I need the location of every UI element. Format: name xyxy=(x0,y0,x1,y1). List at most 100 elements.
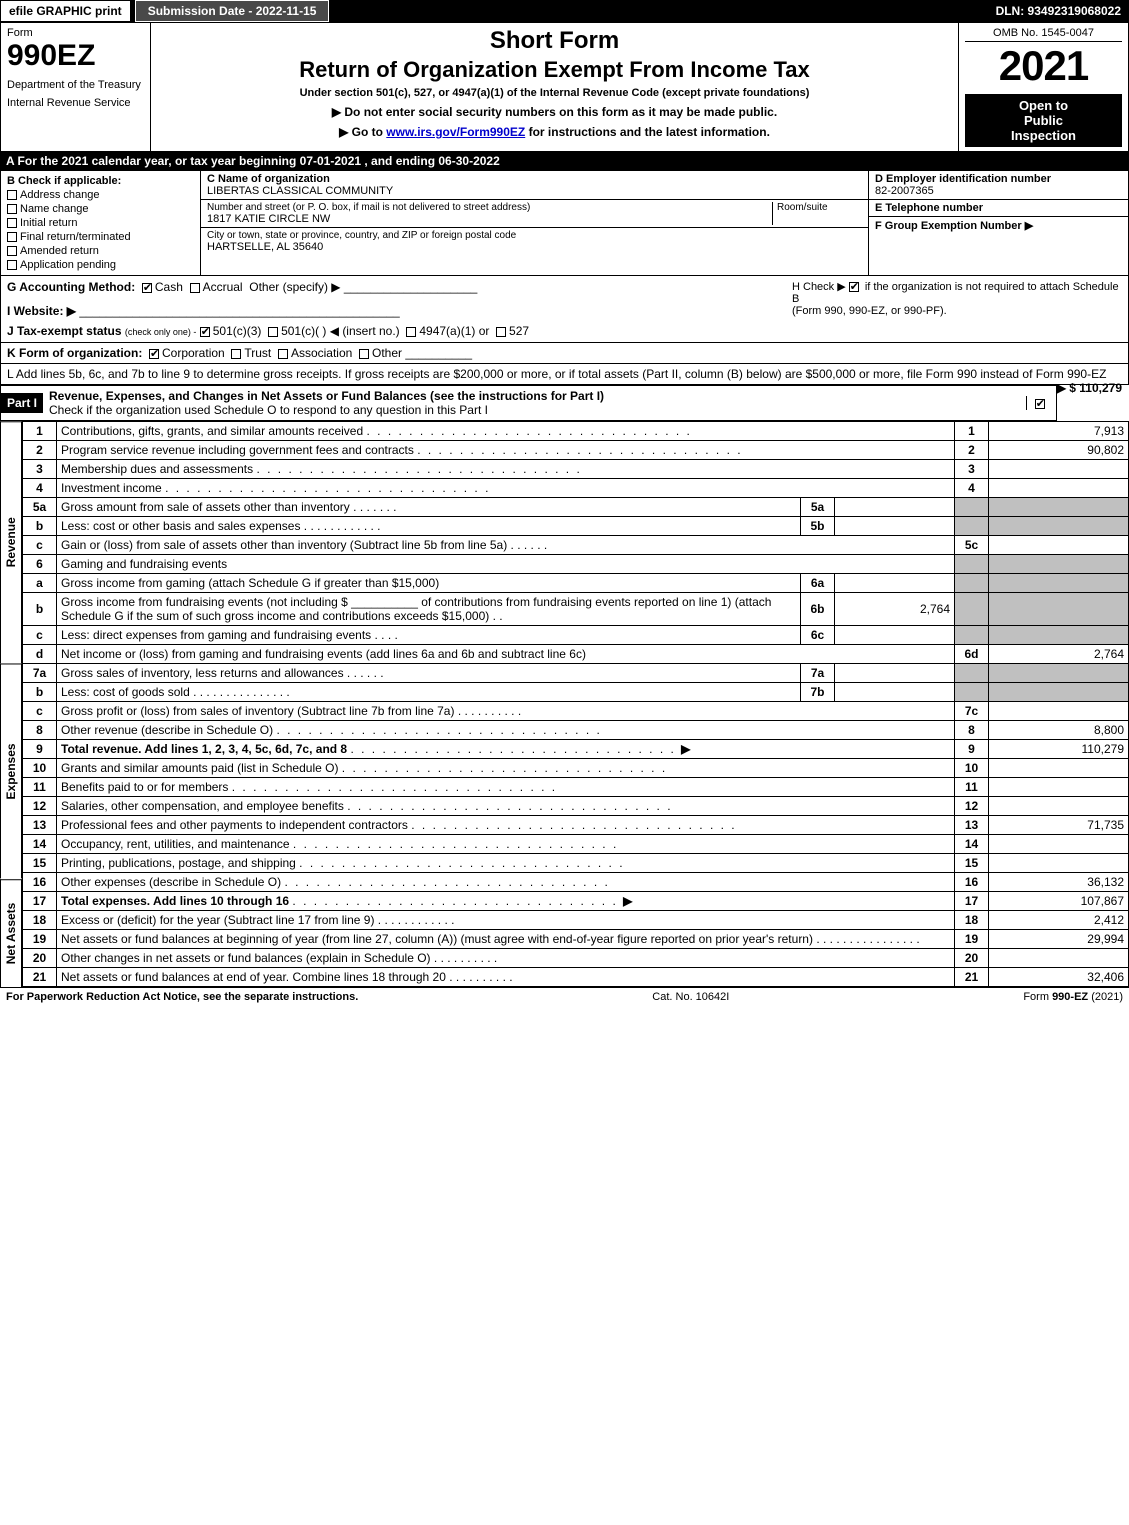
sec-h-pre: H Check ▶ xyxy=(792,281,846,293)
cb-amended-return[interactable] xyxy=(7,246,17,256)
opt-amended-return: Amended return xyxy=(20,245,99,257)
cb-initial-return[interactable] xyxy=(7,218,17,228)
line-14: 14Occupancy, rent, utilities, and mainte… xyxy=(23,835,1129,854)
sec-c-label: C Name of organization xyxy=(207,173,862,185)
line-7a: 7aGross sales of inventory, less returns… xyxy=(23,664,1129,683)
line-15: 15Printing, publications, postage, and s… xyxy=(23,854,1129,873)
opt-corporation: Corporation xyxy=(162,346,225,360)
cb-cash[interactable] xyxy=(142,283,152,293)
cb-name-change[interactable] xyxy=(7,204,17,214)
footer-form: Form 990-EZ (2021) xyxy=(1023,991,1123,1003)
line-6: 6Gaming and fundraising events xyxy=(23,555,1129,574)
street-value: 1817 KATIE CIRCLE NW xyxy=(207,213,772,225)
line-8: 8Other revenue (describe in Schedule O) … xyxy=(23,721,1129,740)
irs-link[interactable]: www.irs.gov/Form990EZ xyxy=(386,125,525,139)
org-name: LIBERTAS CLASSICAL COMMUNITY xyxy=(207,185,862,197)
cb-association[interactable] xyxy=(278,349,288,359)
form-subtitle: Under section 501(c), 527, or 4947(a)(1)… xyxy=(157,87,952,99)
top-bar: efile GRAPHIC print Submission Date - 20… xyxy=(0,0,1129,22)
cb-schedule-o-part1[interactable] xyxy=(1035,399,1045,409)
line-17: 17Total expenses. Add lines 10 through 1… xyxy=(23,892,1129,911)
ein-value: 82-2007365 xyxy=(875,185,934,197)
vtab-column: Revenue Expenses Net Assets xyxy=(0,421,22,987)
sec-l-amount: ▶ $ 110,279 xyxy=(1057,381,1122,395)
tax-year: 2021 xyxy=(965,42,1122,90)
sec-d-label: D Employer identification number xyxy=(875,173,1051,185)
sec-j-sub: (check only one) - xyxy=(125,327,197,337)
section-k: K Form of organization: Corporation Trus… xyxy=(0,343,1129,364)
cb-corporation[interactable] xyxy=(149,349,159,359)
part1-check-line: Check if the organization used Schedule … xyxy=(49,403,488,417)
instr-pre: ▶ Go to xyxy=(339,125,386,139)
open-to-public: Open to Public Inspection xyxy=(965,94,1122,147)
vtab-net-assets: Net Assets xyxy=(0,879,22,987)
cb-trust[interactable] xyxy=(231,349,241,359)
cb-final-return[interactable] xyxy=(7,232,17,242)
line-16: 16Other expenses (describe in Schedule O… xyxy=(23,873,1129,892)
opt-other-specify: Other (specify) ▶ xyxy=(249,280,340,294)
opt-cash: Cash xyxy=(155,280,183,294)
section-def: D Employer identification number 82-2007… xyxy=(868,171,1128,275)
cb-schedule-b[interactable] xyxy=(849,282,859,292)
city-label: City or town, state or province, country… xyxy=(207,230,862,241)
cb-527[interactable] xyxy=(496,327,506,337)
line-5b: bLess: cost or other basis and sales exp… xyxy=(23,517,1129,536)
line-6d: dNet income or (loss) from gaming and fu… xyxy=(23,645,1129,664)
opt-initial-return: Initial return xyxy=(20,217,77,229)
line-5c: cGain or (loss) from sale of assets othe… xyxy=(23,536,1129,555)
cb-accrual[interactable] xyxy=(190,283,200,293)
org-info: B Check if applicable: Address change Na… xyxy=(0,170,1129,276)
form-header: Form 990EZ Department of the Treasury In… xyxy=(0,22,1129,152)
part1-header: Part I Revenue, Expenses, and Changes in… xyxy=(0,385,1057,421)
cb-other-org[interactable] xyxy=(359,349,369,359)
lines-grid: Revenue Expenses Net Assets 1Contributio… xyxy=(0,421,1129,987)
line-4: 4Investment income 4 xyxy=(23,479,1129,498)
opt-address-change: Address change xyxy=(20,189,100,201)
room-label: Room/suite xyxy=(777,202,862,213)
line-10: 10Grants and similar amounts paid (list … xyxy=(23,759,1129,778)
opt-501c3: 501(c)(3) xyxy=(213,324,262,338)
cb-application-pending[interactable] xyxy=(7,260,17,270)
submission-date: Submission Date - 2022-11-15 xyxy=(135,0,330,22)
opt-application-pending: Application pending xyxy=(20,259,116,271)
opt-trust: Trust xyxy=(244,346,271,360)
street-label: Number and street (or P. O. box, if mail… xyxy=(207,202,772,213)
instr-link-line: ▶ Go to www.irs.gov/Form990EZ for instru… xyxy=(157,125,952,139)
line-20: 20Other changes in net assets or fund ba… xyxy=(23,949,1129,968)
open-line2: Public xyxy=(967,113,1120,128)
city-value: HARTSELLE, AL 35640 xyxy=(207,241,862,253)
part1-title: Revenue, Expenses, and Changes in Net As… xyxy=(49,389,604,403)
line-1: 1Contributions, gifts, grants, and simil… xyxy=(23,422,1129,441)
cb-501c[interactable] xyxy=(268,327,278,337)
instr-ssn: ▶ Do not enter social security numbers o… xyxy=(157,105,952,119)
cb-4947[interactable] xyxy=(406,327,416,337)
line-7b: bLess: cost of goods sold . . . . . . . … xyxy=(23,683,1129,702)
line-5a: 5aGross amount from sale of assets other… xyxy=(23,498,1129,517)
form-word: Form xyxy=(7,27,144,39)
line-6a: aGross income from gaming (attach Schedu… xyxy=(23,574,1129,593)
year-block: OMB No. 1545-0047 2021 Open to Public In… xyxy=(958,23,1128,151)
sec-f-label: F Group Exemption Number ▶ xyxy=(875,220,1033,232)
cb-501c3[interactable] xyxy=(200,327,210,337)
vtab-revenue: Revenue xyxy=(0,421,22,663)
opt-association: Association xyxy=(291,346,352,360)
dln: DLN: 93492319068022 xyxy=(988,1,1129,21)
line-13: 13Professional fees and other payments t… xyxy=(23,816,1129,835)
sec-b-label: B Check if applicable: xyxy=(7,175,121,187)
line-6c: cLess: direct expenses from gaming and f… xyxy=(23,626,1129,645)
footer-left: For Paperwork Reduction Act Notice, see … xyxy=(6,991,358,1003)
efile-print-button[interactable]: efile GRAPHIC print xyxy=(0,0,131,22)
cb-address-change[interactable] xyxy=(7,190,17,200)
open-line3: Inspection xyxy=(967,128,1120,143)
form-number: 990EZ xyxy=(7,39,144,73)
line-9: 9Total revenue. Add lines 1, 2, 3, 4, 5c… xyxy=(23,740,1129,759)
sec-h-forms: (Form 990, 990-EZ, or 990-PF). xyxy=(792,305,947,317)
lines-table: 1Contributions, gifts, grants, and simil… xyxy=(22,421,1129,987)
form-id-block: Form 990EZ Department of the Treasury In… xyxy=(1,23,151,151)
sec-i-label: I Website: ▶ xyxy=(7,304,76,318)
opt-other-org: Other xyxy=(372,346,402,360)
form-title: Return of Organization Exempt From Incom… xyxy=(157,57,952,83)
opt-4947: 4947(a)(1) or xyxy=(419,324,489,338)
section-a: A For the 2021 calendar year, or tax yea… xyxy=(0,152,1129,170)
line-12: 12Salaries, other compensation, and empl… xyxy=(23,797,1129,816)
